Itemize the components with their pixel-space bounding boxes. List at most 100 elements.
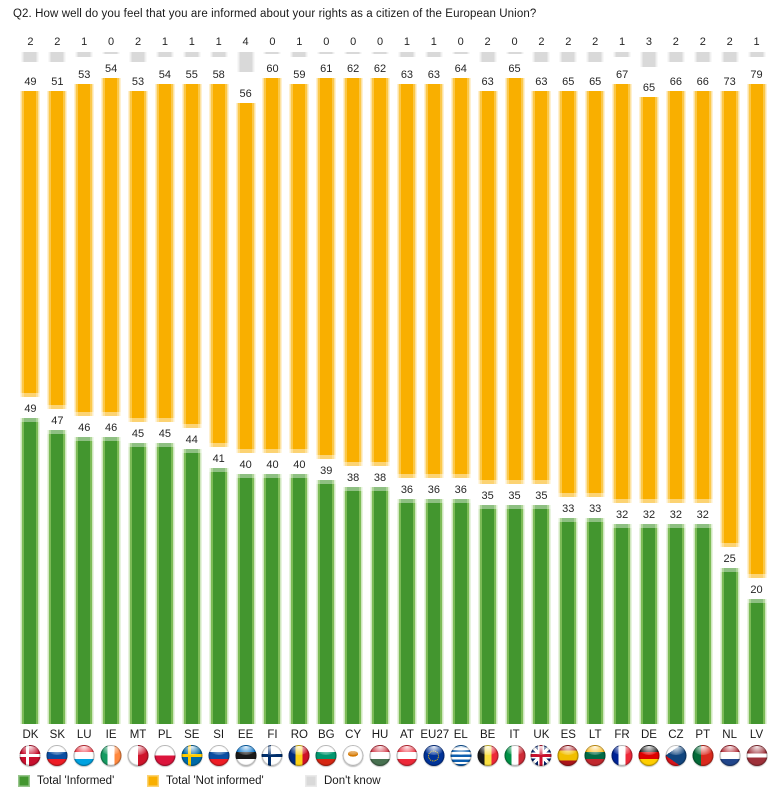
- informed-bar: [585, 517, 605, 724]
- mt-flag-icon: [127, 745, 149, 766]
- informed-bar: [47, 430, 67, 724]
- bg-flag-icon: [315, 745, 337, 766]
- pt-flag-icon: [692, 745, 714, 766]
- informed-value: 35: [535, 490, 548, 503]
- country-code: EE: [237, 729, 254, 741]
- not-informed-value: 49: [24, 75, 37, 88]
- at-flag-icon: [396, 745, 418, 766]
- dont-know-value: 0: [511, 36, 518, 48]
- informed-value: 41: [212, 452, 225, 465]
- country-column-EE: 4 56 40 EE: [232, 0, 259, 772]
- informed-value: 33: [562, 502, 575, 515]
- dont-know-value: 2: [726, 36, 733, 48]
- not-informed-bar: [155, 84, 175, 422]
- legend-item-not-informed: Total 'Not informed': [147, 775, 264, 787]
- not-informed-value: 62: [347, 63, 360, 75]
- fr-flag-icon: [611, 745, 633, 766]
- not-informed-bar: [531, 90, 551, 485]
- informed-value: 40: [293, 459, 306, 471]
- dont-know-bar: [425, 52, 443, 57]
- country-column-IT: 0 65 35 IT: [501, 0, 528, 772]
- not-informed-bar: [666, 90, 686, 503]
- dont-know-value: 1: [161, 36, 168, 48]
- informed-bar: [424, 499, 444, 724]
- dont-know-bar: [479, 52, 497, 62]
- dont-know-bar: [237, 52, 255, 72]
- country-code: PT: [695, 729, 711, 741]
- country-code: HU: [371, 729, 389, 741]
- country-code: FI: [267, 729, 278, 741]
- dont-know-value: 1: [81, 36, 88, 48]
- informed-value: 38: [347, 471, 360, 484]
- not-informed-value: 60: [266, 63, 279, 75]
- not-informed-bar: [451, 78, 471, 478]
- dont-know-bar: [398, 52, 416, 57]
- not-informed-value: 63: [400, 69, 414, 82]
- country-column-EL: 0 64 36 EL: [447, 0, 474, 772]
- informed-bar: [666, 524, 686, 724]
- se-flag-icon: [181, 745, 203, 766]
- fi-flag-icon: [261, 745, 283, 766]
- el-flag-icon: [450, 745, 472, 766]
- country-column-NL: 2 73 25 NL: [716, 0, 743, 772]
- dont-know-value: 1: [188, 36, 195, 48]
- informed-value: 47: [51, 415, 64, 428]
- not-informed-value: 63: [427, 69, 440, 82]
- informed-value: 35: [508, 490, 521, 503]
- country-code: IE: [105, 729, 117, 741]
- informed-value: 32: [615, 509, 629, 521]
- dont-know-bar: [559, 52, 577, 62]
- dont-know-value: 2: [699, 36, 706, 48]
- informed-bar: [370, 486, 390, 724]
- informed-bar: [128, 442, 148, 724]
- dont-know-value: 1: [753, 36, 760, 48]
- informed-bar: [316, 480, 336, 724]
- not-informed-bar: [558, 90, 578, 497]
- not-informed-value: 56: [239, 88, 252, 100]
- dont-know-value: 4: [242, 36, 249, 48]
- informed-value: 25: [723, 552, 736, 565]
- dont-know-bar: [721, 52, 739, 62]
- country-code: BE: [479, 729, 496, 741]
- country-code: LT: [588, 729, 602, 741]
- informed-bar: [558, 517, 578, 724]
- dont-know-value: 2: [592, 36, 599, 48]
- not-informed-bar: [74, 84, 94, 416]
- dont-know-value: 1: [403, 36, 410, 48]
- not-informed-bar: [101, 78, 121, 416]
- not-informed-value: 65: [508, 63, 521, 75]
- dont-know-value: 2: [134, 36, 142, 48]
- ie-flag-icon: [100, 745, 122, 766]
- informed-bar: [289, 474, 309, 724]
- not-informed-value: 66: [696, 75, 709, 88]
- country-code: LV: [749, 729, 764, 741]
- informed-value: 44: [185, 434, 198, 446]
- country-code: ES: [560, 729, 576, 741]
- informed-bar: [397, 499, 417, 724]
- not-informed-bar: [182, 84, 202, 428]
- not-informed-value: 64: [454, 63, 467, 75]
- country-column-LV: 1 79 20 LV: [743, 0, 770, 772]
- informed-value: 36: [400, 484, 414, 496]
- country-column-SI: 1 58 41 SI: [205, 0, 232, 772]
- not-informed-value: 54: [158, 69, 172, 82]
- country-column-DE: 3 65 32 DE: [636, 0, 663, 772]
- dont-know-bar: [748, 52, 766, 57]
- country-column-BE: 2 63 35 BE: [474, 0, 501, 772]
- eu-stars-icon: [428, 750, 440, 761]
- uk-flag-icon: [530, 745, 552, 766]
- country-column-CZ: 2 66 32 CZ: [662, 0, 689, 772]
- country-column-MT: 2 53 45 MT: [125, 0, 152, 772]
- dont-know-value: 0: [457, 36, 464, 48]
- country-column-LU: 1 53 46 LU: [71, 0, 98, 772]
- country-column-FR: 1 67 32 FR: [609, 0, 636, 772]
- dont-know-bar: [371, 52, 389, 54]
- informed-bar: [693, 524, 713, 724]
- not-informed-bar: [612, 84, 632, 503]
- country-code: SE: [184, 729, 200, 741]
- dont-know-bar: [586, 52, 604, 62]
- stacked-bar-chart: 2 49 49 DK 2 51 47 SK 1 53 46 LU 0 54 46 IE 2 53 45 MT 1 54 45…: [17, 0, 770, 772]
- not-informed-value: 54: [104, 63, 118, 75]
- not-informed-value: 65: [589, 75, 602, 88]
- dont-know-swatch-icon: [305, 775, 317, 787]
